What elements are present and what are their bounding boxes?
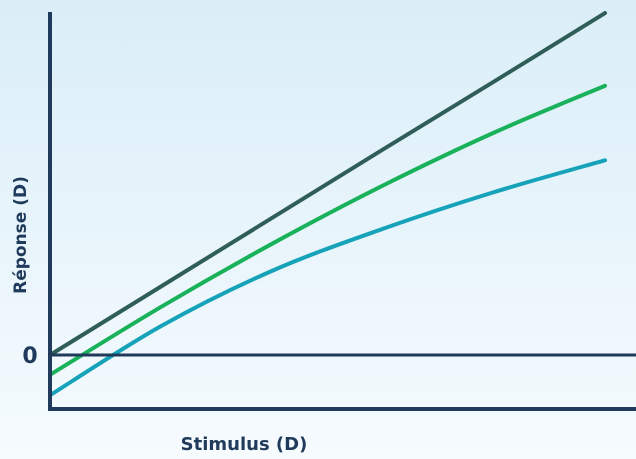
series-line-2 [48, 83, 607, 377]
y-tick-label-zero: 0 [22, 344, 37, 369]
series-line-1 [48, 11, 607, 357]
series-line-3 [48, 158, 607, 398]
series-layer [48, 11, 607, 398]
y-axis-label: Réponse (D) [11, 176, 31, 294]
x-axis-label: Stimulus (D) [181, 434, 308, 455]
